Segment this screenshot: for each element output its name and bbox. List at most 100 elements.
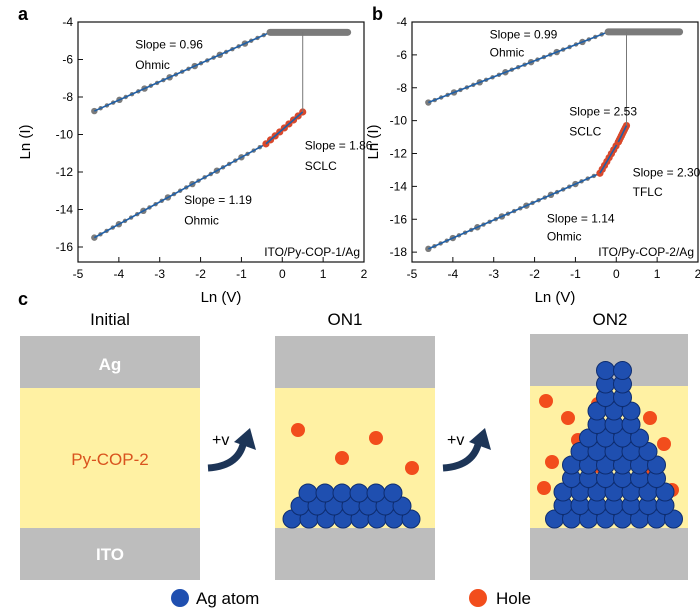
fit-line — [265, 111, 304, 145]
x-tick-label: -3 — [154, 267, 165, 281]
ag-atom — [332, 483, 352, 503]
slope-annotation: Slope = 1.86 — [305, 139, 373, 153]
y-tick-label: -10 — [56, 128, 74, 142]
slope-annotation: Ohmic — [547, 230, 582, 244]
py-cop-layer — [20, 388, 200, 528]
ag-label: Ag — [99, 355, 122, 374]
hole — [643, 411, 657, 425]
fit-line — [599, 141, 620, 174]
hole — [291, 423, 305, 437]
slope-annotation: SCLC — [305, 159, 337, 173]
hole — [545, 455, 559, 469]
slope-annotation: Ohmic — [490, 46, 525, 60]
ag-atom — [349, 483, 369, 503]
y-tick-label: -14 — [390, 179, 408, 193]
y-tick-label: -12 — [390, 147, 408, 161]
y-axis-label: Ln (I) — [17, 124, 34, 159]
x-tick-label: -1 — [570, 267, 581, 281]
arrow-head — [469, 428, 491, 450]
y-tick-label: -8 — [396, 81, 407, 95]
top-electrode — [275, 336, 435, 388]
hole — [335, 451, 349, 465]
ag-atom — [401, 509, 421, 529]
x-axis-label: Ln (V) — [535, 289, 576, 306]
legend-hole-label: Hole — [496, 589, 531, 608]
x-tick-label: 1 — [320, 267, 327, 281]
y-tick-label: -8 — [62, 90, 73, 104]
slope-annotation: Slope = 0.99 — [490, 27, 558, 41]
device-label: ITO/Py-COP-2/Ag — [598, 245, 694, 259]
slope-annotation: Slope = 2.30 — [633, 166, 700, 180]
x-tick-label: -2 — [195, 267, 206, 281]
x-tick-label: 2 — [695, 267, 700, 281]
ag-atom — [315, 483, 335, 503]
plot-frame — [77, 21, 365, 263]
x-tick-label: 0 — [279, 267, 286, 281]
slope-annotation: Slope = 1.14 — [547, 212, 615, 226]
hole — [539, 394, 553, 408]
y-tick-label: -10 — [390, 114, 408, 128]
y-tick-label: -18 — [390, 245, 408, 259]
bias-label: +v — [447, 432, 464, 449]
plot-frame — [411, 21, 699, 263]
y-tick-label: -6 — [396, 48, 407, 62]
legend-atom-label: Ag atom — [196, 589, 259, 608]
fit-line — [94, 31, 271, 112]
y-tick-label: -16 — [56, 240, 74, 254]
ag-atom — [647, 455, 666, 475]
arrow-head — [234, 428, 256, 450]
x-tick-label: -5 — [407, 267, 418, 281]
y-tick-label: -12 — [56, 165, 74, 179]
slope-annotation: Slope = 2.53 — [569, 105, 637, 119]
slope-annotation: Slope = 1.19 — [184, 193, 252, 207]
x-tick-label: -5 — [73, 267, 84, 281]
ag-atom — [664, 509, 683, 529]
x-axis-label: Ln (V) — [201, 289, 242, 306]
slope-annotation: Ohmic — [184, 214, 219, 228]
x-tick-label: -3 — [488, 267, 499, 281]
legend-atom-marker — [171, 589, 189, 607]
data-point — [425, 245, 432, 253]
slope-annotation: TFLC — [633, 185, 663, 199]
ag-atom — [392, 496, 412, 516]
hole — [561, 411, 575, 425]
data-point — [425, 99, 432, 106]
stage-title-initial: Initial — [90, 310, 130, 329]
x-tick-label: -4 — [114, 267, 125, 281]
ag-atom — [383, 483, 403, 503]
py-cop-label: Py-COP-2 — [71, 450, 148, 469]
stage-title-on2: ON2 — [593, 310, 628, 329]
hole — [537, 481, 551, 495]
device-schematic: Initial Ag Py-COP-2 ITO +v ON1 +v ON2 Ag… — [20, 310, 688, 608]
x-tick-label: -4 — [448, 267, 459, 281]
fit-line — [93, 143, 267, 239]
hole — [369, 431, 383, 445]
slope-annotation: Slope = 0.96 — [135, 37, 203, 51]
ag-atom — [613, 361, 632, 380]
x-tick-label: -1 — [236, 267, 247, 281]
x-tick-label: -2 — [529, 267, 540, 281]
y-tick-label: -4 — [396, 15, 407, 29]
device-label: ITO/Py-COP-1/Ag — [264, 245, 360, 259]
legend-hole-marker — [469, 589, 487, 607]
x-tick-label: 2 — [361, 267, 368, 281]
hole — [657, 437, 671, 451]
ag-atom — [630, 428, 649, 448]
bottom-electrode — [275, 528, 435, 580]
ag-atom — [596, 361, 615, 380]
x-tick-label: 0 — [613, 267, 620, 281]
ag-atom — [366, 483, 386, 503]
fit-line — [428, 172, 601, 250]
slope-annotation: Ohmic — [135, 58, 170, 72]
ag-atom — [621, 401, 641, 421]
ag-atom — [638, 442, 658, 461]
ito-label: ITO — [96, 545, 124, 564]
fit-line — [428, 31, 609, 104]
bias-label: +v — [212, 432, 229, 449]
panel-label-a: a — [18, 4, 29, 24]
stage-title-on1: ON1 — [328, 310, 363, 329]
panel-label-c: c — [18, 289, 28, 309]
y-tick-label: -14 — [56, 203, 74, 217]
bottom-electrode — [530, 528, 688, 580]
